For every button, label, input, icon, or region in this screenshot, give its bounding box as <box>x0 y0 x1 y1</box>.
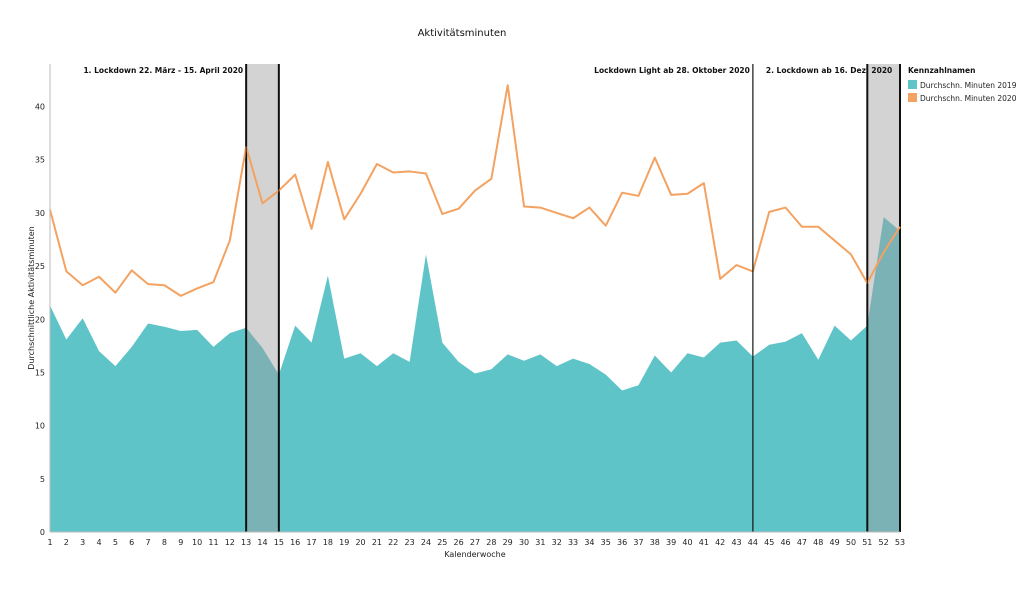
annotations: 1. Lockdown 22. März - 15. April 2020 Loc… <box>83 64 892 532</box>
x-tick-label: 37 <box>633 538 643 547</box>
x-tick-label: 19 <box>339 538 349 547</box>
x-tick-label: 31 <box>535 538 545 547</box>
x-tick-label: 5 <box>113 538 118 547</box>
x-tick-label: 21 <box>372 538 382 547</box>
y-tick-label: 30 <box>35 209 45 218</box>
x-tick-label: 23 <box>405 538 415 547</box>
shaded-period-1 <box>246 64 279 532</box>
x-tick-label: 38 <box>650 538 660 547</box>
x-tick-label: 53 <box>895 538 905 547</box>
x-tick-label: 51 <box>862 538 872 547</box>
x-tick-label: 7 <box>146 538 151 547</box>
x-tick-label: 43 <box>731 538 741 547</box>
series-area-1 <box>50 217 900 532</box>
x-tick-label: 30 <box>519 538 529 547</box>
line-layer <box>49 84 901 297</box>
annotation-label-3: Lockdown Light ab 28. Oktober 2020 <box>594 66 750 75</box>
x-tick-label: 49 <box>830 538 840 547</box>
x-tick-label: 4 <box>96 538 101 547</box>
x-tick-label: 20 <box>355 538 365 547</box>
x-tick-label: 34 <box>584 538 594 547</box>
x-tick-label: 1 <box>47 538 52 547</box>
y-tick-label: 35 <box>35 156 45 165</box>
x-tick-label: 27 <box>470 538 480 547</box>
x-tick-label: 50 <box>846 538 856 547</box>
x-tick-label: 15 <box>274 538 284 547</box>
x-tick-label: 29 <box>503 538 513 547</box>
x-tick-label: 44 <box>748 538 758 547</box>
x-tick-label: 12 <box>225 538 235 547</box>
x-tick-label: 22 <box>388 538 398 547</box>
x-tick-label: 9 <box>178 538 183 547</box>
x-tick-label: 25 <box>437 538 447 547</box>
x-tick-label: 6 <box>129 538 134 547</box>
x-tick-label: 11 <box>208 538 218 547</box>
y-tick-label: 25 <box>35 262 45 271</box>
x-tick-label: 14 <box>257 538 267 547</box>
annotation-label-1: 1. Lockdown 22. März - 15. April 2020 <box>83 66 243 75</box>
x-tick-label: 28 <box>486 538 496 547</box>
x-tick-label: 46 <box>780 538 790 547</box>
shaded-period-2 <box>867 64 900 532</box>
series-layer <box>50 217 900 532</box>
x-tick-label: 10 <box>192 538 202 547</box>
legend-swatch-2 <box>908 93 917 102</box>
x-tick-label: 24 <box>421 538 431 547</box>
x-tick-label: 47 <box>797 538 807 547</box>
legend-title: Kennzahlnamen <box>908 66 975 75</box>
x-tick-label: 18 <box>323 538 333 547</box>
x-tick-label: 52 <box>879 538 889 547</box>
series-line-2 <box>49 84 901 297</box>
x-tick-label: 16 <box>290 538 300 547</box>
legend: Kennzahlnamen Durchschn. Minuten 2019 Dur… <box>908 66 1017 103</box>
y-tick-label: 40 <box>35 103 45 112</box>
legend-label-1: Durchschn. Minuten 2019 <box>920 81 1017 90</box>
x-tick-label: 3 <box>80 538 85 547</box>
x-tick-label: 42 <box>715 538 725 547</box>
x-tick-label: 35 <box>601 538 611 547</box>
x-axis-title: Kalenderwoche <box>444 550 505 559</box>
x-tick-label: 17 <box>306 538 316 547</box>
legend-label-2: Durchschn. Minuten 2020 <box>920 94 1017 103</box>
x-tick-label: 13 <box>241 538 251 547</box>
y-tick-label: 20 <box>35 315 45 324</box>
x-tick-label: 41 <box>699 538 709 547</box>
y-tick-label: 5 <box>40 475 45 484</box>
x-tick-label: 32 <box>552 538 562 547</box>
y-tick-label: 15 <box>35 368 45 377</box>
x-tick-label: 39 <box>666 538 676 547</box>
x-tick-label: 26 <box>454 538 464 547</box>
x-tick-label: 48 <box>813 538 823 547</box>
x-tick-label: 45 <box>764 538 774 547</box>
y-axis-title: Durchschnittliche Aktivitätsminuten <box>27 226 36 369</box>
legend-swatch-1 <box>908 80 917 89</box>
x-tick-label: 40 <box>682 538 692 547</box>
x-tick-label: 33 <box>568 538 578 547</box>
x-tick-label: 8 <box>162 538 167 547</box>
chart-title: Aktivitätsminuten <box>418 28 507 39</box>
x-tick-label: 36 <box>617 538 627 547</box>
annotation-label-4: 2. Lockdown ab 16. Dez. 2020 <box>766 66 892 75</box>
x-tick-label: 2 <box>64 538 69 547</box>
y-tick-label: 0 <box>40 528 45 537</box>
y-tick-label: 10 <box>35 422 45 431</box>
